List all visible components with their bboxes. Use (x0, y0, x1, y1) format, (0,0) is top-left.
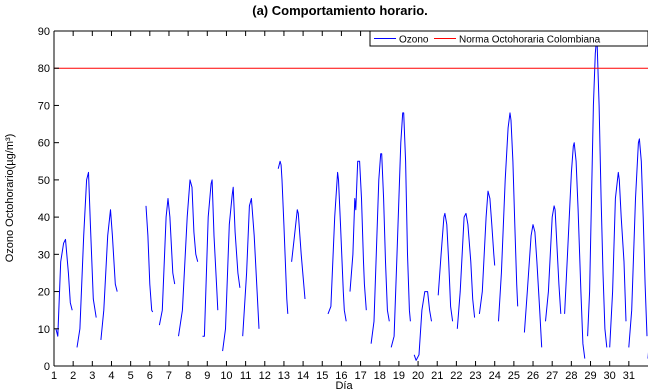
y-tick-label: 10 (38, 324, 50, 336)
x-tick-label: 30 (604, 370, 616, 382)
x-tick-label: 1 (51, 370, 57, 382)
x-tick-label: 5 (128, 370, 134, 382)
x-tick-label: 31 (623, 370, 635, 382)
x-tick-label: 8 (185, 370, 191, 382)
series-line-ozono (291, 209, 306, 300)
series-line-ozono (242, 198, 260, 337)
x-tick-label: 27 (546, 370, 558, 382)
series-line-ozono (478, 190, 496, 314)
y-tick-label: 30 (38, 249, 50, 261)
series-line-ozono (564, 142, 586, 359)
series-line-ozono (498, 112, 519, 322)
x-tick-label: 13 (278, 370, 290, 382)
series-line-ozono (202, 179, 219, 337)
x-tick-label: 16 (335, 370, 347, 382)
x-tick-label: 18 (374, 370, 386, 382)
chart-title: (a) Comportamiento horario. (252, 3, 428, 18)
legend-box (369, 30, 648, 47)
series-line-ozono (545, 205, 562, 322)
series-line-ozono (158, 198, 176, 326)
x-tick-label: 24 (489, 370, 501, 382)
x-tick-label: 21 (431, 370, 443, 382)
series-line-ozono (55, 238, 73, 337)
x-tick-label: 19 (393, 370, 405, 382)
y-axis-label: Ozono Octohorario(µg/m³) (4, 134, 16, 263)
x-tick-label: 14 (297, 370, 309, 382)
series-line-ozono (145, 205, 154, 313)
x-tick-label: 23 (469, 370, 481, 382)
series-line-ozono (413, 291, 432, 361)
y-tick-label: 90 (38, 26, 50, 38)
y-tick-label: 60 (38, 138, 50, 150)
y-tick-label: 40 (38, 212, 50, 224)
series-line-ozono (100, 209, 118, 340)
series-line-ozono (523, 224, 543, 348)
y-tick-label: 0 (44, 361, 50, 373)
y-tick-label: 70 (38, 100, 50, 112)
y-tick-label: 50 (38, 175, 50, 187)
legend-label-norma: Norma Octohoraria Colombiana (459, 35, 601, 46)
series-line-ozono (349, 160, 367, 311)
series-line-ozono (222, 186, 241, 352)
x-tick-label: 15 (316, 370, 328, 382)
x-tick-label: 17 (354, 370, 366, 382)
x-tick-label: 11 (240, 370, 251, 382)
x-tick-label: 7 (166, 370, 172, 382)
x-tick-label: 22 (450, 370, 462, 382)
x-tick-label: 6 (147, 370, 153, 382)
series-line-ozono (390, 112, 411, 348)
x-tick-label: 9 (204, 370, 210, 382)
legend-label-ozono: Ozono (399, 35, 429, 46)
x-tick-label: 29 (584, 370, 596, 382)
series-line-ozono (456, 212, 476, 329)
legend: Ozono Norma Octohoraria Colombiana (369, 30, 648, 47)
series-line-ozono (437, 212, 454, 322)
series-line-ozono (370, 153, 390, 344)
x-tick-label: 3 (89, 370, 95, 382)
x-tick-label: 26 (527, 370, 539, 382)
x-tick-label: 10 (220, 370, 232, 382)
x-tick-label: 4 (108, 370, 114, 382)
y-tick-label: 80 (38, 63, 50, 75)
axes: 1 2 3 4 5 6 7 8 9 10 11 12 13 14 15 16 17 18 19 20 21 22 23 24 2… (38, 26, 648, 382)
x-tick-label: 28 (565, 370, 577, 382)
series-line-ozono (628, 138, 648, 348)
series-line-ozono (327, 171, 347, 322)
x-tick-label: 20 (412, 370, 424, 382)
x-axis-label: Día (335, 380, 353, 391)
series-line-ozono (277, 160, 289, 314)
y-tick-label: 20 (38, 287, 50, 299)
x-tick-label: 25 (508, 370, 520, 382)
plot-area (54, 41, 648, 361)
x-tick-label: 12 (259, 370, 271, 382)
series-line-ozono (609, 171, 627, 348)
series-line-ozono (178, 179, 199, 337)
x-tick-label: 2 (70, 370, 76, 382)
series-line-ozono (76, 171, 97, 348)
